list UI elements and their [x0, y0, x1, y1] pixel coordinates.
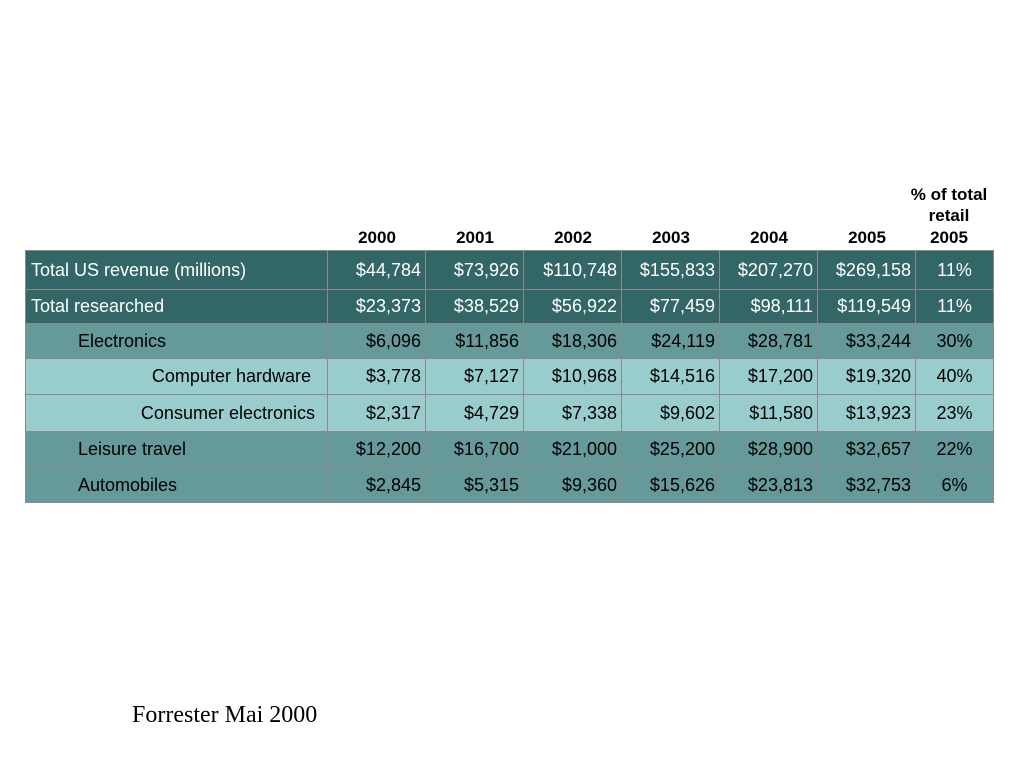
- cell-value: $77,459: [621, 289, 720, 324]
- header-2001: 2001: [456, 228, 494, 247]
- cell-value: $14,516: [621, 358, 720, 395]
- cell-pct: 30%: [915, 323, 994, 359]
- cell-value: $24,119: [621, 323, 720, 359]
- header-2004: 2004: [750, 228, 788, 247]
- cell-value: $2,845: [327, 467, 426, 503]
- cell-value: $7,338: [523, 394, 622, 432]
- cell-value: $11,580: [719, 394, 818, 432]
- row-label: Computer hardware: [25, 358, 328, 395]
- row-label: Automobiles: [25, 467, 328, 503]
- cell-value: $11,856: [425, 323, 524, 359]
- cell-value: $17,200: [719, 358, 818, 395]
- cell-value: $32,753: [817, 467, 916, 503]
- source-caption: Forrester Mai 2000: [132, 702, 318, 728]
- cell-value: $23,373: [327, 289, 426, 324]
- cell-value: $23,813: [719, 467, 818, 503]
- header-pct-line3: 2005: [930, 228, 968, 247]
- cell-value: $15,626: [621, 467, 720, 503]
- cell-value: $119,549: [817, 289, 916, 324]
- cell-value: $19,320: [817, 358, 916, 395]
- cell-value: $38,529: [425, 289, 524, 324]
- cell-pct: 11%: [915, 289, 994, 324]
- header-pct-line1: % of total: [910, 185, 988, 204]
- table-row: Leisure travel $12,200 $16,700 $21,000 $…: [25, 431, 994, 468]
- cell-value: $110,748: [523, 250, 622, 290]
- table-row: Electronics $6,096 $11,856 $18,306 $24,1…: [25, 323, 994, 359]
- cell-value: $33,244: [817, 323, 916, 359]
- cell-value: $269,158: [817, 250, 916, 290]
- cell-value: $3,778: [327, 358, 426, 395]
- cell-pct: 6%: [915, 467, 994, 503]
- cell-value: $44,784: [327, 250, 426, 290]
- cell-value: $10,968: [523, 358, 622, 395]
- cell-value: $25,200: [621, 431, 720, 468]
- cell-value: $207,270: [719, 250, 818, 290]
- cell-value: $16,700: [425, 431, 524, 468]
- cell-value: $56,922: [523, 289, 622, 324]
- cell-value: $28,900: [719, 431, 818, 468]
- cell-value: $18,306: [523, 323, 622, 359]
- table-row: Automobiles $2,845 $5,315 $9,360 $15,626…: [25, 467, 994, 503]
- cell-value: $12,200: [327, 431, 426, 468]
- cell-pct: 22%: [915, 431, 994, 468]
- cell-value: $21,000: [523, 431, 622, 468]
- cell-pct: 11%: [915, 250, 994, 290]
- cell-value: $98,111: [719, 289, 818, 324]
- cell-value: $9,360: [523, 467, 622, 503]
- row-label: Electronics: [25, 323, 328, 359]
- cell-pct: 40%: [915, 358, 994, 395]
- row-label: Leisure travel: [25, 431, 328, 468]
- cell-value: $6,096: [327, 323, 426, 359]
- header-2000: 2000: [358, 228, 396, 247]
- table-row: Consumer electronics $2,317 $4,729 $7,33…: [25, 394, 994, 432]
- row-label: Consumer electronics: [25, 394, 328, 432]
- header-pct-line2: retail: [928, 206, 970, 225]
- header-2003: 2003: [652, 228, 690, 247]
- revenue-table: Total US revenue (millions) $44,784 $73,…: [25, 250, 994, 503]
- row-label: Total US revenue (millions): [25, 250, 328, 290]
- cell-value: $155,833: [621, 250, 720, 290]
- cell-value: $13,923: [817, 394, 916, 432]
- header-2005: 2005: [848, 228, 886, 247]
- header-2002: 2002: [554, 228, 592, 247]
- table-row: Total researched $23,373 $38,529 $56,922…: [25, 289, 994, 324]
- table-row: Computer hardware $3,778 $7,127 $10,968 …: [25, 358, 994, 395]
- cell-value: $28,781: [719, 323, 818, 359]
- cell-value: $9,602: [621, 394, 720, 432]
- row-label: Total researched: [25, 289, 328, 324]
- cell-value: $32,657: [817, 431, 916, 468]
- cell-value: $7,127: [425, 358, 524, 395]
- cell-value: $4,729: [425, 394, 524, 432]
- table-row: Total US revenue (millions) $44,784 $73,…: [25, 250, 994, 290]
- cell-value: $2,317: [327, 394, 426, 432]
- cell-pct: 23%: [915, 394, 994, 432]
- cell-value: $73,926: [425, 250, 524, 290]
- cell-value: $5,315: [425, 467, 524, 503]
